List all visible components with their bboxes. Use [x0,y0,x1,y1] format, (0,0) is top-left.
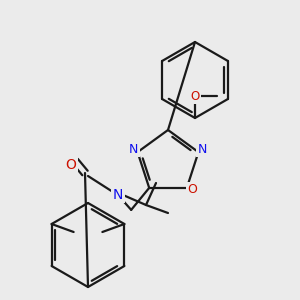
Text: O: O [66,158,76,172]
Text: N: N [113,188,123,202]
Text: N: N [198,142,207,156]
Text: O: O [187,183,197,196]
Text: N: N [129,142,138,156]
Text: O: O [190,89,200,103]
